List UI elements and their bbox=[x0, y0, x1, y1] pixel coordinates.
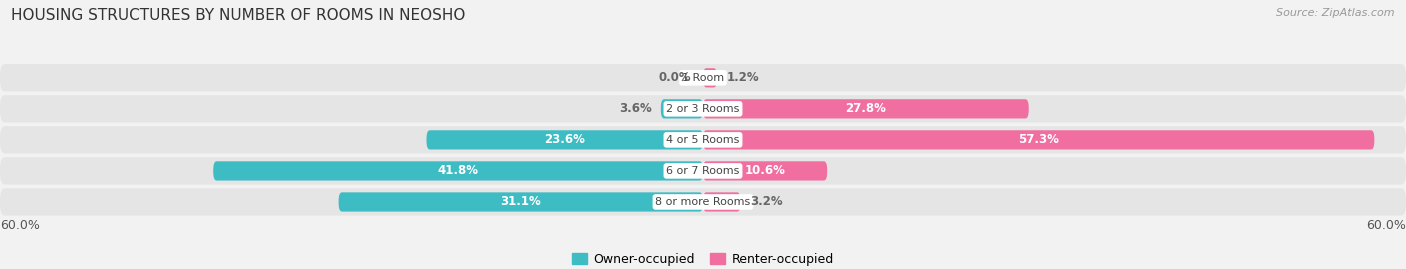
FancyBboxPatch shape bbox=[0, 126, 1406, 154]
Text: 60.0%: 60.0% bbox=[0, 219, 39, 232]
FancyBboxPatch shape bbox=[703, 99, 1029, 118]
FancyBboxPatch shape bbox=[703, 130, 1375, 150]
Text: 3.2%: 3.2% bbox=[749, 196, 783, 208]
FancyBboxPatch shape bbox=[0, 95, 1406, 122]
Text: 4 or 5 Rooms: 4 or 5 Rooms bbox=[666, 135, 740, 145]
Text: Source: ZipAtlas.com: Source: ZipAtlas.com bbox=[1277, 8, 1395, 18]
Text: 57.3%: 57.3% bbox=[1018, 133, 1059, 146]
Text: 3.6%: 3.6% bbox=[619, 102, 651, 115]
Text: 10.6%: 10.6% bbox=[745, 164, 786, 178]
Text: 1 Room: 1 Room bbox=[682, 73, 724, 83]
Text: 60.0%: 60.0% bbox=[1367, 219, 1406, 232]
FancyBboxPatch shape bbox=[703, 192, 741, 212]
Text: 31.1%: 31.1% bbox=[501, 196, 541, 208]
Text: 2 or 3 Rooms: 2 or 3 Rooms bbox=[666, 104, 740, 114]
FancyBboxPatch shape bbox=[0, 64, 1406, 91]
Text: 6 or 7 Rooms: 6 or 7 Rooms bbox=[666, 166, 740, 176]
FancyBboxPatch shape bbox=[0, 188, 1406, 216]
FancyBboxPatch shape bbox=[0, 157, 1406, 185]
FancyBboxPatch shape bbox=[339, 192, 703, 212]
FancyBboxPatch shape bbox=[703, 161, 827, 180]
Text: 0.0%: 0.0% bbox=[658, 71, 692, 84]
Text: 27.8%: 27.8% bbox=[845, 102, 886, 115]
Text: HOUSING STRUCTURES BY NUMBER OF ROOMS IN NEOSHO: HOUSING STRUCTURES BY NUMBER OF ROOMS IN… bbox=[11, 8, 465, 23]
FancyBboxPatch shape bbox=[426, 130, 703, 150]
Text: 1.2%: 1.2% bbox=[727, 71, 759, 84]
Text: 8 or more Rooms: 8 or more Rooms bbox=[655, 197, 751, 207]
FancyBboxPatch shape bbox=[661, 99, 703, 118]
FancyBboxPatch shape bbox=[703, 68, 717, 87]
Legend: Owner-occupied, Renter-occupied: Owner-occupied, Renter-occupied bbox=[568, 248, 838, 269]
Text: 41.8%: 41.8% bbox=[437, 164, 478, 178]
FancyBboxPatch shape bbox=[214, 161, 703, 180]
Text: 23.6%: 23.6% bbox=[544, 133, 585, 146]
